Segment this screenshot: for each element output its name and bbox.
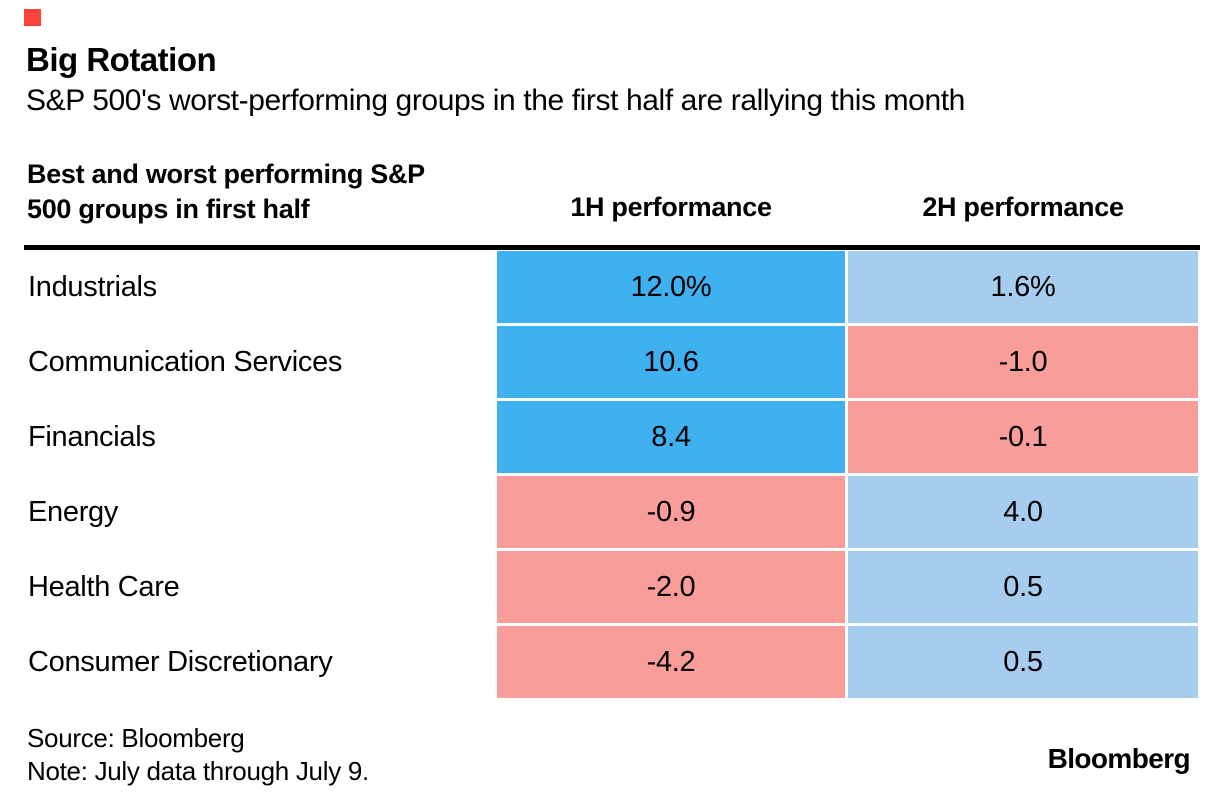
- table-row: Communication Services 10.6 -1.0: [24, 326, 1200, 398]
- row-label: Industrials: [24, 251, 497, 323]
- column-header-1h: 1H performance: [570, 192, 772, 222]
- table-row-header: Best and worst performing S&P 500 groups…: [27, 157, 425, 227]
- chart-title: Big Rotation: [26, 41, 217, 78]
- table-row-header-line2: 500 groups in first half: [27, 194, 310, 224]
- row-label: Consumer Discretionary: [24, 626, 497, 698]
- row-label: Health Care: [24, 551, 497, 623]
- column-header-2h: 2H performance: [922, 192, 1124, 222]
- table-row: Consumer Discretionary -4.2 0.5: [24, 626, 1200, 698]
- value-cell-1h: -0.9: [497, 476, 845, 548]
- row-label: Communication Services: [24, 326, 497, 398]
- value-cell-1h: -4.2: [497, 626, 845, 698]
- value-cell-1h: 10.6: [497, 326, 845, 398]
- table-row: Financials 8.4 -0.1: [24, 401, 1200, 473]
- source-line: Source: Bloomberg: [27, 723, 245, 753]
- header-rule: [24, 245, 1200, 250]
- value-cell-2h: 0.5: [848, 551, 1198, 623]
- value-cell-2h: 0.5: [848, 626, 1198, 698]
- chart-subtitle: S&P 500's worst-performing groups in the…: [26, 84, 965, 117]
- table-row: Industrials 12.0% 1.6%: [24, 251, 1200, 323]
- footnotes: Source: Bloomberg Note: July data throug…: [27, 722, 369, 788]
- value-cell-2h: -1.0: [848, 326, 1198, 398]
- value-cell-2h: 1.6%: [848, 251, 1198, 323]
- row-label: Financials: [24, 401, 497, 473]
- value-cell-2h: 4.0: [848, 476, 1198, 548]
- table-row: Health Care -2.0 0.5: [24, 551, 1200, 623]
- note-line: Note: July data through July 9.: [27, 756, 369, 786]
- value-cell-1h: 12.0%: [497, 251, 845, 323]
- bloomberg-logo: Bloomberg: [1047, 743, 1191, 774]
- row-label: Energy: [24, 476, 497, 548]
- table-row: Energy -0.9 4.0: [24, 476, 1200, 548]
- table-row-header-line1: Best and worst performing S&P: [27, 159, 425, 189]
- bloomberg-red-square-icon: [24, 9, 41, 26]
- value-cell-2h: -0.1: [848, 401, 1198, 473]
- performance-table: Industrials 12.0% 1.6% Communication Ser…: [24, 251, 1200, 698]
- value-cell-1h: -2.0: [497, 551, 845, 623]
- value-cell-1h: 8.4: [497, 401, 845, 473]
